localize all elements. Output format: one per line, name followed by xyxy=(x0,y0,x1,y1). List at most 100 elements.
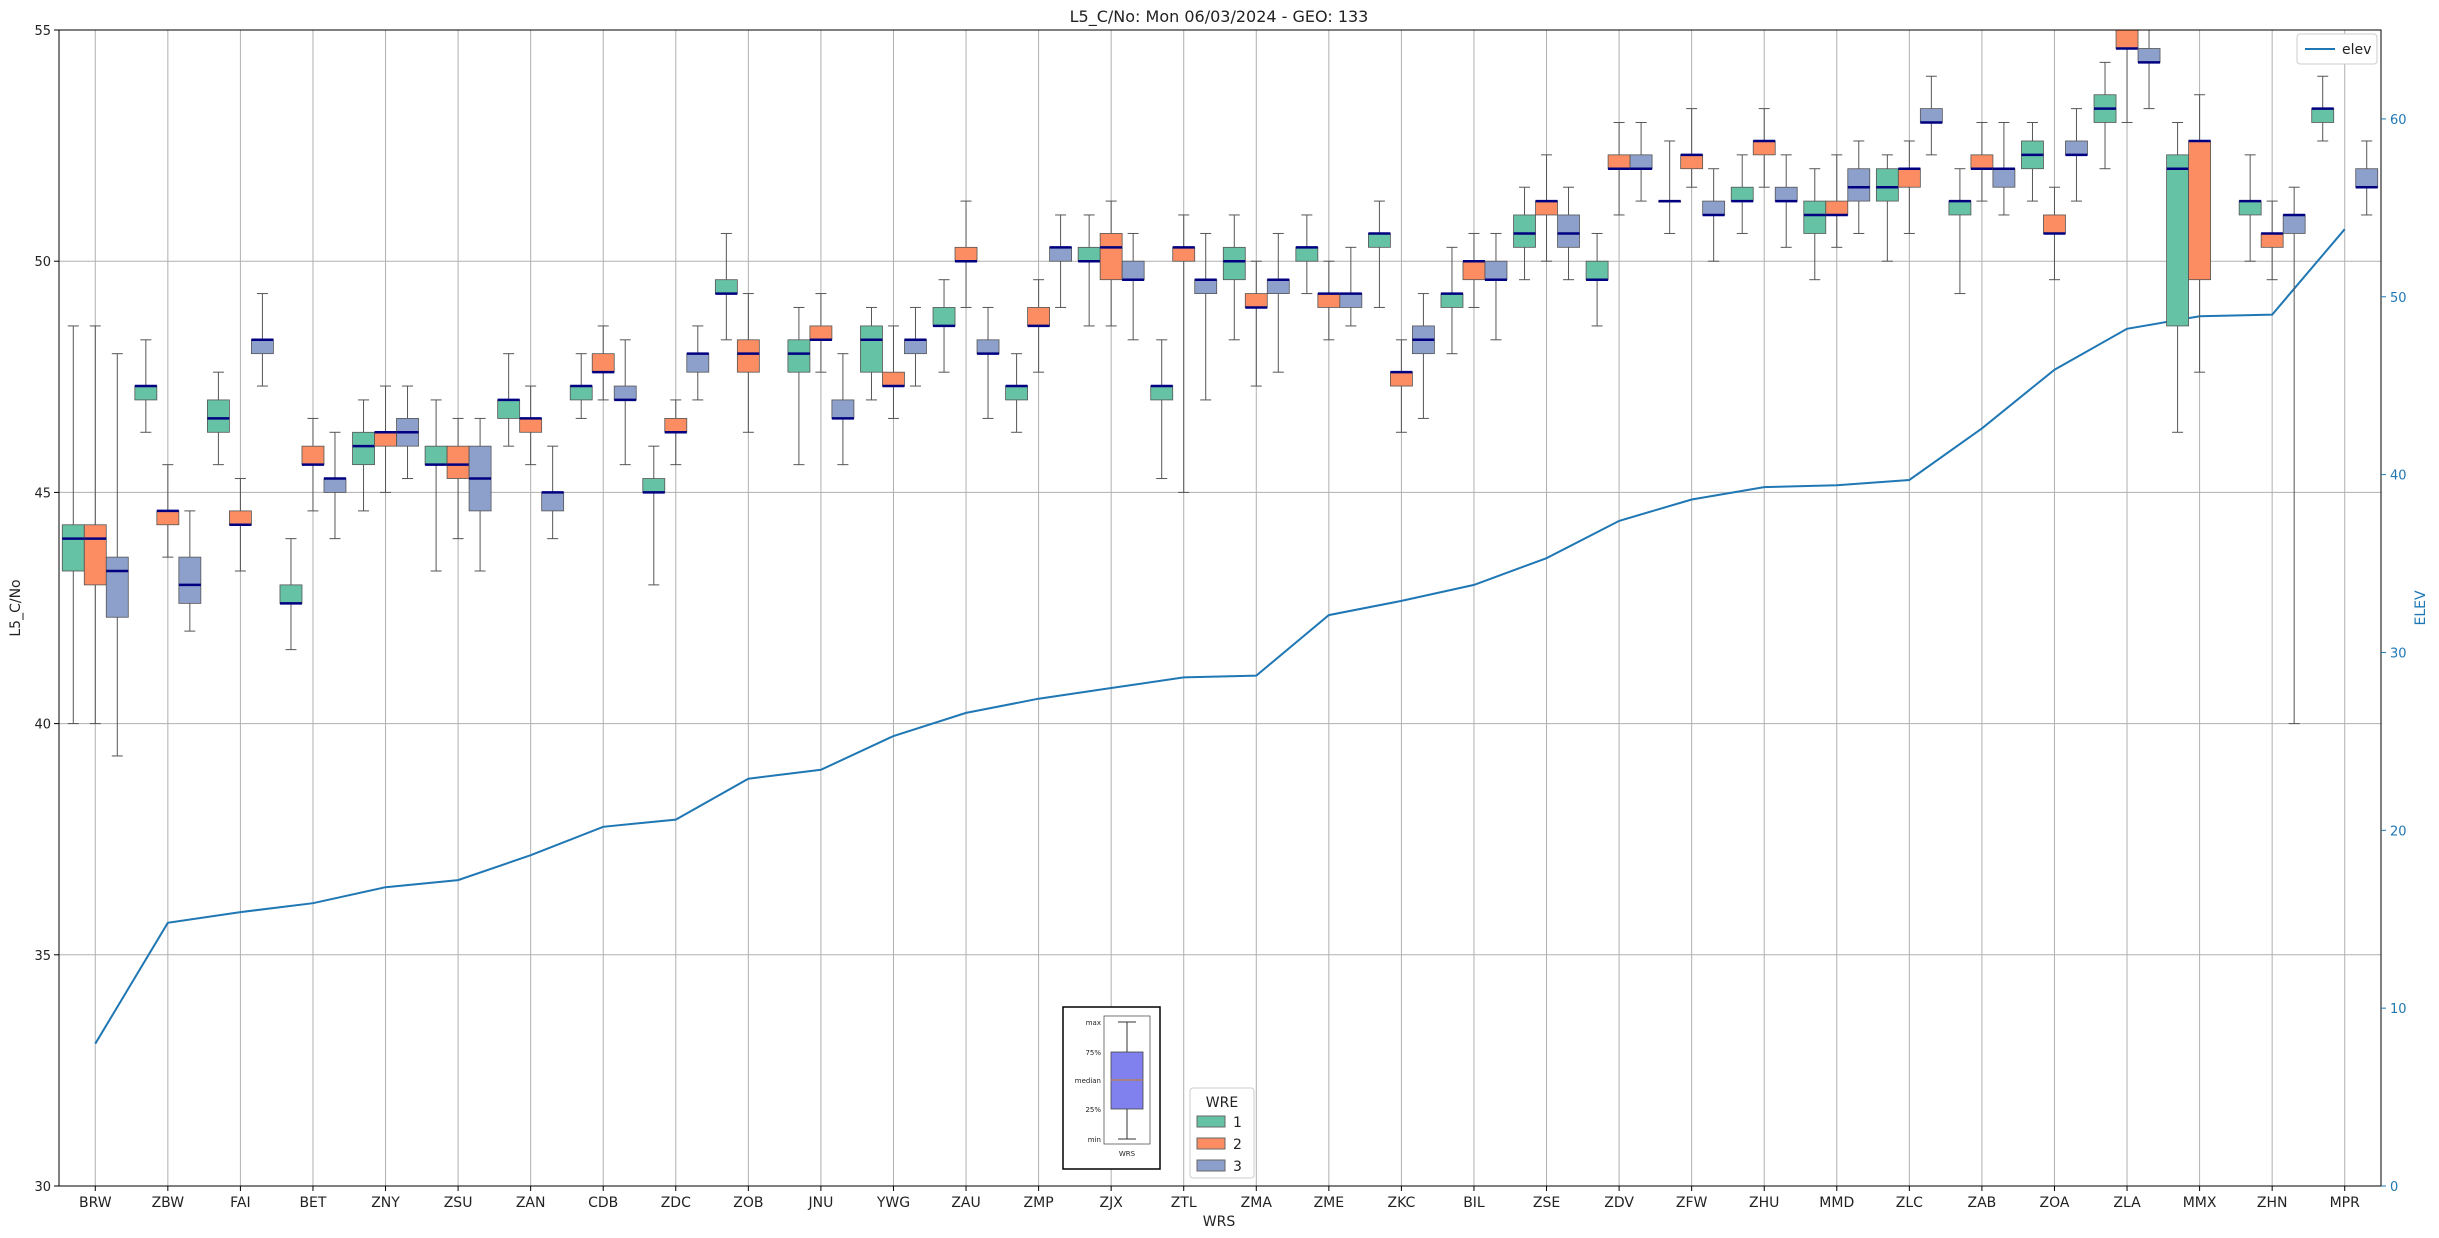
box-ZKC-2 xyxy=(1390,339,1413,433)
y-tick-label-40: 40 xyxy=(34,718,51,733)
wre-legend-frame xyxy=(1189,1087,1255,1179)
box-body-ZAN-2 xyxy=(519,418,543,433)
box-body-ZOA-3 xyxy=(2065,140,2088,156)
y2-tick-label-20: 20 xyxy=(2390,824,2407,839)
box-ZOB-1 xyxy=(714,232,738,341)
box-ZBW-3 xyxy=(178,510,202,632)
wre-legend-title: WRE xyxy=(1206,1095,1238,1111)
box-FAI-2 xyxy=(229,478,252,572)
box-body-ZLA-3 xyxy=(2137,48,2161,63)
box-ZME-1 xyxy=(1295,214,1319,295)
box-body-CDB-1 xyxy=(569,385,593,401)
box-BRW-1 xyxy=(61,325,85,725)
box-body-CDB-2 xyxy=(591,353,615,373)
x-tick-label-ZMA: ZMA xyxy=(1241,1195,1273,1211)
elev-legend: elev xyxy=(2296,33,2378,65)
box-ZSU-2 xyxy=(446,417,470,540)
box-BET-1 xyxy=(279,538,303,651)
box-ZAU-3 xyxy=(976,306,1000,419)
x-tick-label-ZDC: ZDC xyxy=(661,1195,691,1211)
box-body-ZLC-1 xyxy=(1875,168,1899,202)
box-ZHU-2 xyxy=(1752,108,1776,188)
box-body-YWG-2 xyxy=(882,371,905,387)
y-axis-label: L5_C/No xyxy=(8,579,24,636)
box-body-ZHN-1 xyxy=(2238,200,2262,216)
box-body-ZSE-1 xyxy=(1513,214,1536,248)
y2-tick-label-60: 60 xyxy=(2390,113,2407,128)
x-tick-label-ZJX: ZJX xyxy=(1100,1195,1124,1211)
y-tick-label-35: 35 xyxy=(34,949,51,964)
x-tick-label-ZLC: ZLC xyxy=(1896,1195,1923,1211)
box-body-ZDC-1 xyxy=(642,478,666,493)
box-body-ZMA-1 xyxy=(1222,246,1246,281)
box-ZLA-1 xyxy=(2093,61,2117,170)
box-body-ZKC-1 xyxy=(1368,233,1391,248)
box-body-ZSE-2 xyxy=(1535,200,1558,216)
y2-tick-label-30: 30 xyxy=(2390,646,2407,661)
x-tick-label-MMX: MMX xyxy=(2183,1195,2217,1211)
box-body-ZFW-2 xyxy=(1680,154,1704,170)
box-body-ZAN-1 xyxy=(497,399,521,419)
box-ZDV-3 xyxy=(1629,121,1653,202)
box-ZDC-1 xyxy=(642,445,666,586)
box-ZDV-2 xyxy=(1607,121,1631,216)
box-ZOB-2 xyxy=(736,293,760,433)
box-ZOA-3 xyxy=(2065,108,2088,202)
box-ZMA-3 xyxy=(1266,232,1290,373)
elev-series xyxy=(94,228,2346,1045)
box-ZLC-2 xyxy=(1897,140,1921,234)
box-body-MMX-1 xyxy=(2166,154,2189,327)
plot-frame xyxy=(58,29,2382,1187)
elev-legend-label: elev xyxy=(2342,42,2371,58)
inset-plot-frame xyxy=(1103,1015,1151,1145)
box-ZFW-2 xyxy=(1680,108,1704,188)
box-body-ZSU-1 xyxy=(424,445,448,466)
x-tick-label-FAI: FAI xyxy=(230,1195,250,1211)
x-tick-label-ZME: ZME xyxy=(1314,1195,1345,1211)
box-body-ZOB-2 xyxy=(736,339,760,373)
box-ZTL-3 xyxy=(1194,232,1218,401)
x-tick-label-ZOB: ZOB xyxy=(733,1195,763,1211)
box-body-MMX-2 xyxy=(2188,140,2211,281)
box-body-MMD-3 xyxy=(1847,168,1871,202)
box-body-ZMA-3 xyxy=(1266,279,1290,294)
box-body-MMD-2 xyxy=(1825,200,1849,216)
box-body-JNU-3 xyxy=(831,399,855,419)
x-tick-label-ZFW: ZFW xyxy=(1676,1195,1708,1211)
box-ZMA-1 xyxy=(1222,214,1246,341)
box-body-CDB-3 xyxy=(613,385,637,401)
x-tick-label-ZMP: ZMP xyxy=(1024,1195,1054,1211)
x-axis: BRW ZBW FAI BET ZNY ZSU ZAN CDB ZDC ZOB JNU YWG ZAU Z… xyxy=(79,1186,2360,1211)
box-ZMA-2 xyxy=(1244,260,1268,387)
box-body-ZME-1 xyxy=(1295,246,1319,262)
y-tick-label-30: 30 xyxy=(34,1180,51,1195)
box-ZJX-2 xyxy=(1099,200,1123,327)
box-ZFW-1 xyxy=(1658,140,1682,234)
box-body-BRW-3 xyxy=(105,556,129,618)
y-tick-label-50: 50 xyxy=(34,255,51,270)
box-ZHU-1 xyxy=(1730,154,1754,234)
box-ZSU-3 xyxy=(468,417,492,572)
box-ZMP-3 xyxy=(1049,214,1072,308)
inset-label-q1: 25% xyxy=(1085,1106,1101,1114)
box-BRW-3 xyxy=(105,353,129,757)
x-axis-label: WRS xyxy=(1203,1214,1236,1230)
box-body-BET-3 xyxy=(323,478,347,493)
x-tick-label-ZOA: ZOA xyxy=(2039,1195,2069,1211)
box-body-ZTL-1 xyxy=(1150,385,1174,401)
box-body-ZMP-2 xyxy=(1027,307,1050,327)
y2-axis-label: ELEV xyxy=(2413,590,2429,625)
box-MMX-2 xyxy=(2188,94,2211,373)
x-tick-label-BET: BET xyxy=(299,1195,326,1211)
box-ZAB-3 xyxy=(1992,121,2016,216)
box-ZHN-3 xyxy=(2282,186,2306,725)
box-BIL-2 xyxy=(1462,232,1486,308)
box-body-ZKC-2 xyxy=(1390,371,1413,387)
box-ZDC-3 xyxy=(686,325,710,401)
y-tick-label-55: 55 xyxy=(34,24,51,39)
box-ZKC-3 xyxy=(1412,293,1435,419)
box-ZAB-1 xyxy=(1948,168,1972,295)
box-ZME-3 xyxy=(1339,246,1363,327)
y-axis: 30 35 40 45 50 55 xyxy=(34,24,59,1195)
box-body-ZHU-3 xyxy=(1774,186,1798,202)
